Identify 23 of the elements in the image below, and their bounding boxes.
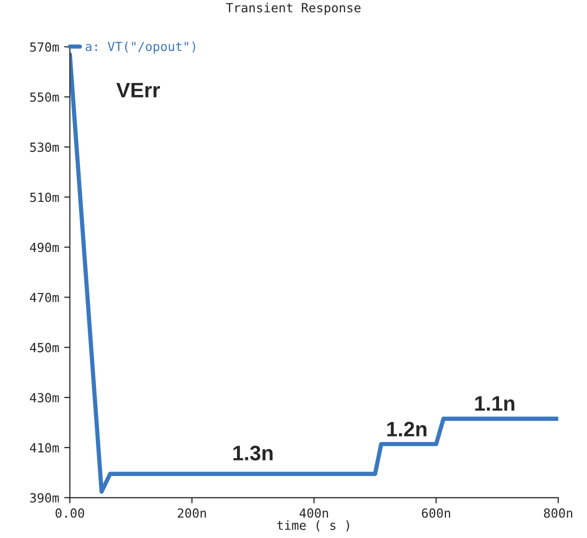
y-tick-label: 470m [30, 292, 59, 302]
chart-title: Transient Response [226, 2, 360, 15]
y-tick-label: 530m [30, 142, 59, 152]
y-tick-label: 550m [30, 92, 59, 102]
y-tick-label: 490m [30, 242, 59, 252]
line-series [70, 52, 558, 494]
y-tick-label: 410m [30, 443, 59, 453]
y-tick-label: 390m [30, 493, 59, 503]
annotation: 1.1n [475, 396, 514, 411]
y-tick-label: 510m [30, 192, 59, 202]
y-tick-label: 570m [30, 42, 59, 52]
x-tick-label: 400n [300, 508, 328, 518]
annotation: 1.2n [387, 422, 426, 436]
x-tick-label: 800n [544, 508, 572, 518]
annotation: 1.3n [233, 446, 273, 460]
x-axis-title: time ( s ) [277, 520, 350, 532]
series-label: a: VT("/opout") [86, 41, 196, 54]
y-tick-label: 430m [30, 392, 59, 402]
y-tick-label: 450m [30, 342, 59, 352]
x-tick-label: 0.00 [56, 508, 84, 518]
annotation: VErr [116, 82, 160, 98]
x-tick-label: 600n [422, 508, 450, 518]
x-tick-label: 200n [178, 508, 206, 518]
